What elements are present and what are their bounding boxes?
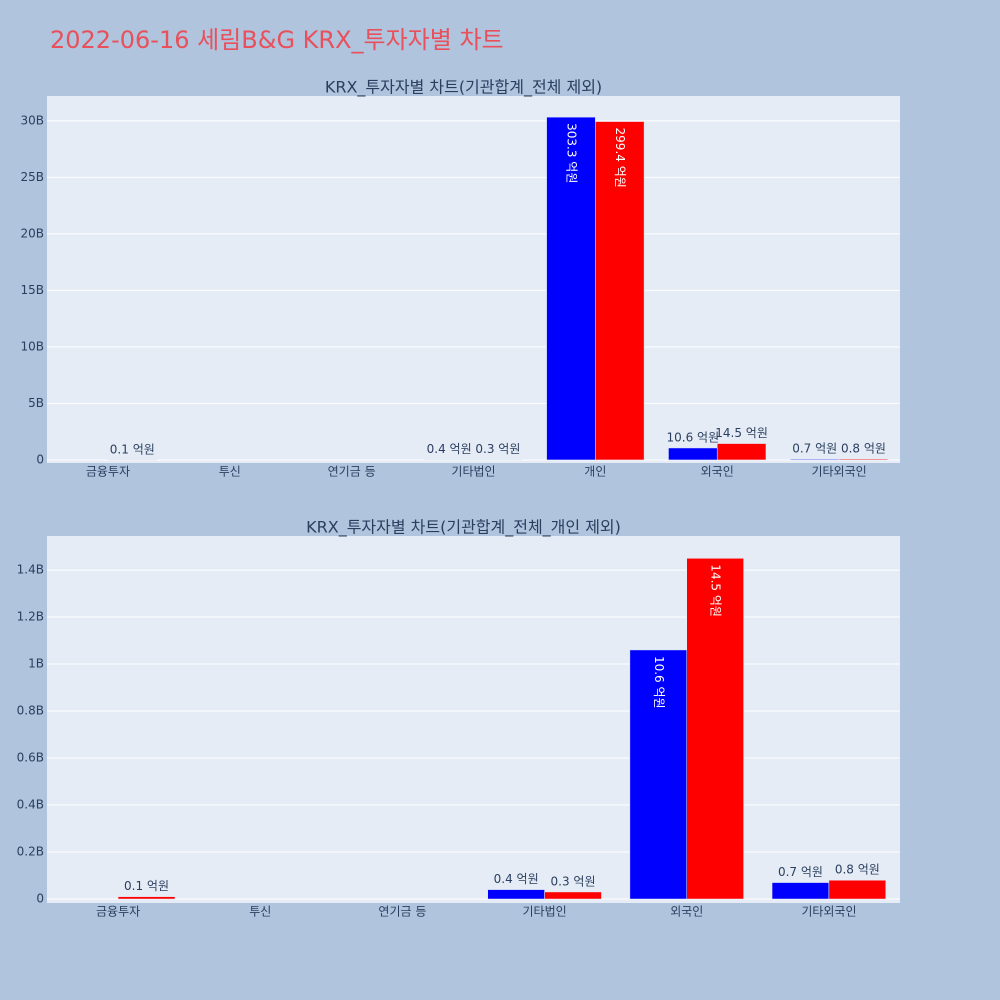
- bar: [595, 121, 645, 461]
- x-tick-label: 연기금 등: [378, 905, 426, 919]
- bar: [629, 649, 688, 900]
- bar: [668, 447, 718, 461]
- plot-area: [47, 536, 900, 903]
- page-title: 2022-06-16 세림B&G KRX_투자자별 차트: [50, 26, 504, 54]
- value-label: 299.4 억원: [613, 128, 627, 188]
- y-tick-label: 20B: [20, 226, 44, 240]
- x-tick-label: 기타외국인: [811, 465, 866, 479]
- value-label: 0.7 억원: [792, 442, 837, 456]
- y-tick-label: 25B: [20, 170, 44, 184]
- bar: [771, 882, 830, 900]
- value-label: 303.3 억원: [564, 123, 578, 183]
- value-label: 0.3 억원: [551, 874, 596, 888]
- value-label: 0.3 억원: [475, 442, 520, 456]
- y-tick-label: 10B: [20, 339, 44, 353]
- value-label: 10.6 억원: [667, 430, 720, 444]
- bar: [117, 896, 176, 900]
- y-tick-label: 1B: [28, 657, 44, 671]
- y-tick-label: 15B: [20, 283, 44, 297]
- y-tick-label: 0.2B: [17, 845, 44, 859]
- bar: [790, 458, 840, 461]
- value-label: 0.4 억원: [427, 442, 472, 456]
- y-tick-label: 30B: [20, 113, 44, 127]
- value-label: 0.1 억원: [110, 442, 155, 456]
- value-label: 0.8 억원: [841, 442, 886, 456]
- x-tick-label: 투신: [249, 905, 271, 919]
- x-tick-label: 개인: [584, 465, 606, 479]
- bar: [487, 889, 545, 900]
- bar: [838, 458, 889, 461]
- bar: [686, 558, 744, 900]
- value-label: 14.5 억원: [709, 564, 723, 617]
- x-tick-label: 기타법인: [522, 905, 566, 919]
- x-tick-label: 금융투자: [86, 465, 130, 479]
- value-label: 10.6 억원: [652, 656, 666, 709]
- y-tick-label: 1.4B: [17, 563, 44, 577]
- bar: [544, 891, 602, 900]
- value-label: 0.1 억원: [124, 879, 169, 893]
- x-tick-label: 연기금 등: [328, 465, 376, 479]
- value-label: 0.4 억원: [494, 872, 539, 886]
- plot-area: [47, 96, 900, 463]
- y-tick-label: 0.6B: [17, 751, 44, 765]
- y-tick-label: 0: [36, 452, 44, 466]
- y-tick-label: 0: [36, 892, 44, 906]
- chart-title: KRX_투자자별 차트(기관합계_전체_개인 제외): [306, 518, 621, 538]
- x-tick-label: 투신: [219, 465, 241, 479]
- y-tick-label: 1.2B: [17, 610, 44, 624]
- x-tick-label: 금융투자: [96, 905, 140, 919]
- value-label: 0.8 억원: [835, 863, 880, 877]
- bar: [828, 879, 887, 900]
- x-tick-label: 기타법인: [451, 465, 495, 479]
- y-tick-label: 5B: [28, 396, 44, 410]
- x-tick-label: 기타외국인: [801, 905, 856, 919]
- y-tick-label: 0.4B: [17, 798, 44, 812]
- value-label: 0.7 억원: [778, 865, 823, 879]
- value-label: 14.5 억원: [715, 426, 768, 440]
- x-tick-label: 외국인: [701, 465, 734, 479]
- bar: [716, 443, 767, 461]
- chart-title: KRX_투자자별 차트(기관합계_전체 제외): [325, 78, 602, 98]
- y-tick-label: 0.8B: [17, 704, 44, 718]
- x-tick-label: 외국인: [670, 905, 703, 919]
- bar: [546, 116, 596, 461]
